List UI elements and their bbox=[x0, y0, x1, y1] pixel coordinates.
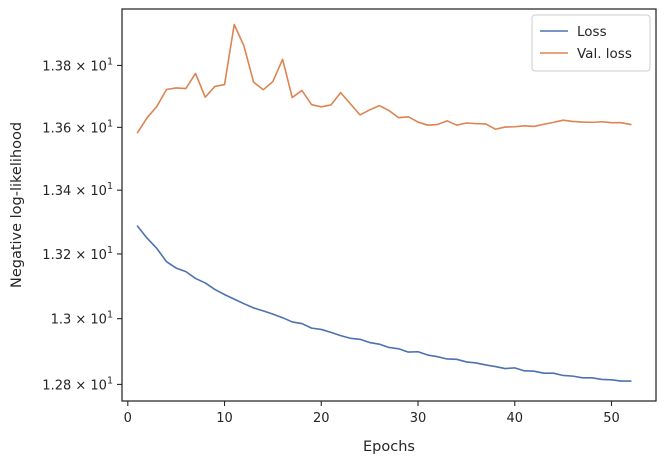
x-tick-label: 40 bbox=[506, 411, 523, 426]
legend: Loss Val. loss bbox=[531, 14, 651, 72]
legend-label: Val. loss bbox=[577, 46, 632, 62]
x-tick-label: 0 bbox=[124, 411, 132, 426]
x-tick-label: 10 bbox=[216, 411, 233, 426]
axes-frame bbox=[121, 8, 657, 402]
x-axis-ticks: 0 10 20 30 40 50 bbox=[124, 401, 620, 426]
x-tick-label: 20 bbox=[313, 411, 330, 426]
series-line-1 bbox=[136, 225, 632, 382]
y-axis-ticks: 1.28 × 101 1.3 × 101 1.32 × 101 1.34 × 101 1… bbox=[42, 56, 122, 393]
y-tick-label: 1.28 × 101 bbox=[42, 375, 113, 393]
series-layer bbox=[136, 23, 632, 382]
x-tick-label: 50 bbox=[603, 411, 620, 426]
y-tick-label: 1.36 × 101 bbox=[42, 118, 113, 136]
plot-area: 0 10 20 30 40 50 1.28 × 101 1.3 × 101 1.32 × 10… bbox=[42, 8, 657, 426]
y-tick-label: 1.3 × 101 bbox=[51, 310, 113, 328]
y-axis-label: Negative log-likelihood bbox=[9, 122, 25, 288]
y-tick-label: 1.32 × 101 bbox=[42, 245, 113, 263]
y-tick-label: 1.38 × 101 bbox=[42, 56, 113, 74]
x-axis-label: Epochs bbox=[363, 439, 415, 455]
legend-label: Loss bbox=[577, 24, 607, 40]
x-tick-label: 30 bbox=[410, 411, 427, 426]
y-tick-label: 1.34 × 101 bbox=[42, 181, 113, 199]
legend-box bbox=[531, 14, 651, 72]
series-line-2 bbox=[136, 23, 632, 134]
